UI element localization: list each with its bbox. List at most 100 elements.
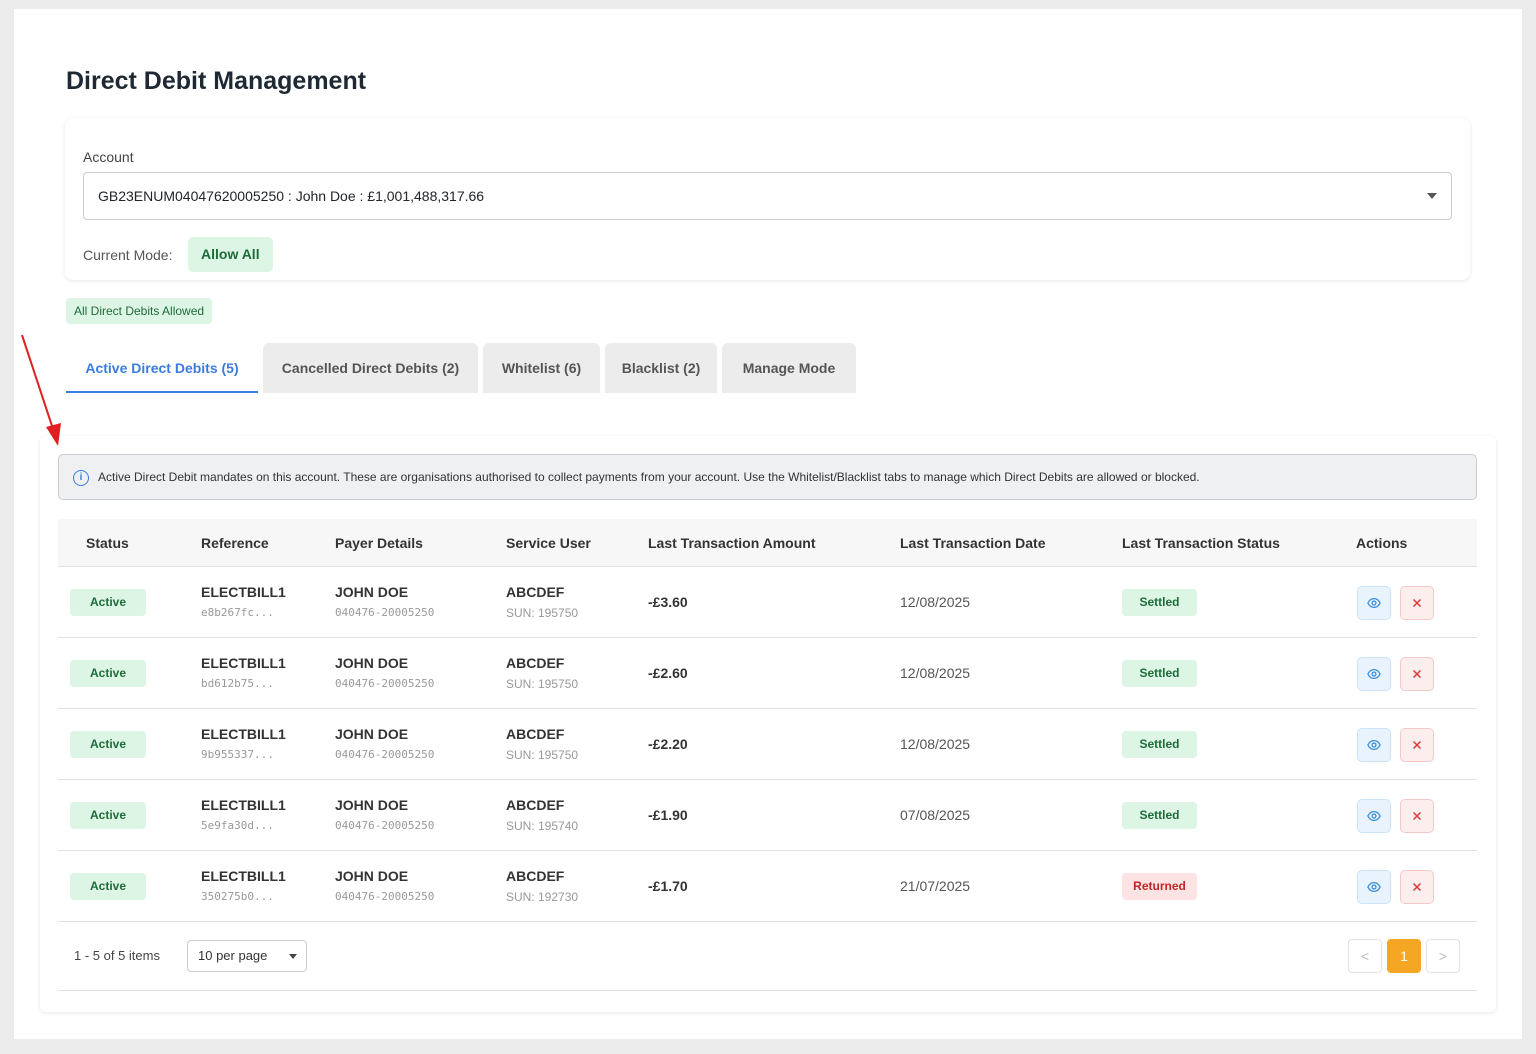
info-banner: i Active Direct Debit mandates on this a… (58, 454, 1477, 500)
pagination-next-button[interactable]: > (1426, 939, 1460, 973)
service-user-sun: SUN: 195740 (506, 819, 579, 833)
header-payer-details[interactable]: Payer Details (335, 535, 423, 551)
transaction-status-badge: Settled (1122, 660, 1197, 687)
current-mode-label: Current Mode: (83, 247, 173, 263)
payer-cell: JOHN DOE 040476-20005250 (335, 584, 434, 619)
service-user-cell: ABCDEF SUN: 195750 (506, 655, 578, 691)
payer-account: 040476-20005250 (335, 748, 435, 761)
chevron-down-icon (1427, 193, 1437, 199)
header-actions: Actions (1356, 535, 1408, 551)
tab-blacklist[interactable]: Blacklist (2) (605, 343, 717, 393)
service-user-sun: SUN: 195750 (506, 606, 579, 620)
transaction-status-badge: Settled (1122, 731, 1197, 758)
pagination-page-1[interactable]: 1 (1387, 939, 1421, 973)
reference-cell: ELECTBILL1 e8b267fc... (201, 584, 286, 619)
payer-cell: JOHN DOE 040476-20005250 (335, 655, 434, 690)
payer-name: JOHN DOE (335, 726, 409, 742)
reference-name: ELECTBILL1 (201, 868, 286, 884)
table-header: Status Reference Payer Details Service U… (58, 519, 1477, 567)
service-user-name: ABCDEF (506, 655, 565, 671)
payer-name: JOHN DOE (335, 584, 409, 600)
current-mode-badge: Allow All (188, 237, 273, 272)
reference-cell: ELECTBILL1 5e9fa30d... (201, 797, 286, 832)
service-user-name: ABCDEF (506, 797, 565, 813)
view-button[interactable] (1357, 728, 1391, 762)
cancel-button[interactable] (1400, 657, 1434, 691)
payer-account: 040476-20005250 (335, 606, 435, 619)
header-reference[interactable]: Reference (201, 535, 269, 551)
reference-cell: ELECTBILL1 9b955337... (201, 726, 286, 761)
date-cell: 21/07/2025 (900, 878, 971, 894)
table-row: Active ELECTBILL1 9b955337... JOHN DOE 0… (58, 709, 1477, 780)
cancel-button[interactable] (1400, 799, 1434, 833)
tab-cancelled-direct-debits[interactable]: Cancelled Direct Debits (2) (263, 343, 478, 393)
table-body: Active ELECTBILL1 e8b267fc... JOHN DOE 0… (58, 567, 1477, 922)
header-last-transaction-date[interactable]: Last Transaction Date (900, 535, 1046, 551)
tab-whitelist[interactable]: Whitelist (6) (483, 343, 600, 393)
page-size-value: 10 per page (198, 948, 268, 963)
reference-id: e8b267fc... (201, 606, 274, 619)
status-badge: All Direct Debits Allowed (66, 298, 213, 324)
table-row: Active ELECTBILL1 5e9fa30d... JOHN DOE 0… (58, 780, 1477, 851)
reference-name: ELECTBILL1 (201, 726, 286, 742)
eye-icon (1367, 668, 1381, 680)
reference-id: 350275b0... (201, 890, 274, 903)
cancel-button[interactable] (1400, 870, 1434, 904)
payer-account: 040476-20005250 (335, 677, 435, 690)
table-footer: 1 - 5 of 5 items 10 per page < 1 > (58, 922, 1477, 991)
page-title: Direct Debit Management (66, 67, 367, 95)
header-last-transaction-amount[interactable]: Last Transaction Amount (648, 535, 816, 551)
eye-icon (1367, 597, 1381, 609)
pagination-prev-button[interactable]: < (1348, 939, 1382, 973)
date-cell: 12/08/2025 (900, 594, 971, 610)
reference-id: bd612b75... (201, 677, 274, 690)
view-button[interactable] (1357, 657, 1391, 691)
payer-cell: JOHN DOE 040476-20005250 (335, 726, 434, 761)
cancel-button[interactable] (1400, 728, 1434, 762)
tab-active-direct-debits[interactable]: Active Direct Debits (5) (66, 343, 258, 393)
account-card: Account GB23ENUM04047620005250 : John Do… (65, 118, 1470, 280)
direct-debits-card: i Active Direct Debit mandates on this a… (40, 436, 1496, 1012)
service-user-cell: ABCDEF SUN: 192730 (506, 868, 578, 904)
service-user-sun: SUN: 195750 (506, 677, 579, 691)
amount-cell: -£2.60 (648, 665, 688, 681)
header-last-transaction-status[interactable]: Last Transaction Status (1122, 535, 1280, 551)
table-row: Active ELECTBILL1 e8b267fc... JOHN DOE 0… (58, 567, 1477, 638)
date-cell: 12/08/2025 (900, 665, 971, 681)
items-count: 1 - 5 of 5 items (74, 948, 160, 963)
payer-cell: JOHN DOE 040476-20005250 (335, 868, 434, 903)
header-service-user[interactable]: Service User (506, 535, 591, 551)
table-row: Active ELECTBILL1 350275b0... JOHN DOE 0… (58, 851, 1477, 922)
cancel-button[interactable] (1400, 586, 1434, 620)
view-button[interactable] (1357, 870, 1391, 904)
eye-icon (1367, 739, 1381, 751)
close-icon (1412, 882, 1422, 892)
reference-cell: ELECTBILL1 350275b0... (201, 868, 286, 903)
close-icon (1412, 811, 1422, 821)
page-size-select[interactable]: 10 per page (187, 940, 307, 972)
chevron-down-icon (289, 954, 297, 959)
date-cell: 07/08/2025 (900, 807, 971, 823)
payer-cell: JOHN DOE 040476-20005250 (335, 797, 434, 832)
service-user-cell: ABCDEF SUN: 195750 (506, 584, 578, 620)
view-button[interactable] (1357, 586, 1391, 620)
service-user-name: ABCDEF (506, 584, 565, 600)
close-icon (1412, 669, 1422, 679)
reference-name: ELECTBILL1 (201, 797, 286, 813)
transaction-status-badge: Settled (1122, 589, 1197, 616)
info-text: Active Direct Debit mandates on this acc… (98, 470, 1200, 484)
account-select[interactable]: GB23ENUM04047620005250 : John Doe : £1,0… (83, 172, 1452, 220)
reference-id: 5e9fa30d... (201, 819, 274, 832)
header-status[interactable]: Status (86, 535, 129, 551)
payer-name: JOHN DOE (335, 868, 409, 884)
reference-name: ELECTBILL1 (201, 584, 286, 600)
payer-name: JOHN DOE (335, 797, 409, 813)
account-select-value: GB23ENUM04047620005250 : John Doe : £1,0… (98, 188, 485, 204)
status-badge: Active (70, 802, 146, 829)
direct-debits-table: Status Reference Payer Details Service U… (58, 519, 1477, 991)
view-button[interactable] (1357, 799, 1391, 833)
service-user-sun: SUN: 192730 (506, 890, 579, 904)
tab-manage-mode[interactable]: Manage Mode (722, 343, 856, 393)
reference-name: ELECTBILL1 (201, 655, 286, 671)
page-frame: Direct Debit Management Account GB23ENUM… (14, 9, 1522, 1039)
